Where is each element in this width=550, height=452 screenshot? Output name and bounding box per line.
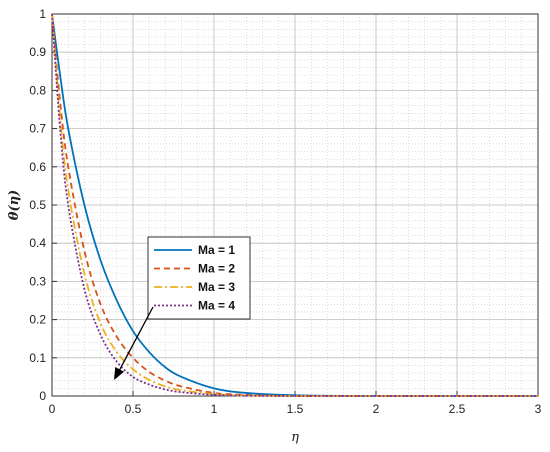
legend-label: Ma = 4 <box>198 299 235 313</box>
y-tick-label: 1 <box>39 7 46 21</box>
y-tick-label: 0.6 <box>29 160 46 174</box>
major-grid <box>51 13 539 397</box>
x-tick-label: 2 <box>373 402 380 416</box>
trend-arrow <box>114 306 154 380</box>
y-tick-label: 0.3 <box>29 274 46 288</box>
y-tick-label: 0.5 <box>29 198 46 212</box>
series-line <box>51 13 538 397</box>
x-tick-label: 1 <box>211 402 218 416</box>
series-line <box>51 13 538 397</box>
y-tick-label: 0.1 <box>29 351 46 365</box>
y-tick-label: 0.8 <box>29 83 46 97</box>
y-tick-label: 0.4 <box>29 236 46 250</box>
legend: Ma = 1 Ma = 2 Ma = 3 Ma = 4 <box>147 236 251 320</box>
y-tick-label: 0 <box>39 389 46 403</box>
series-layer <box>51 13 538 397</box>
x-tick-label: 0.5 <box>125 402 142 416</box>
y-axis-ticks: 0 0.1 0.2 0.3 0.4 0.5 0.6 0.7 0.8 0.9 1 <box>29 7 57 403</box>
y-tick-label: 0.9 <box>29 45 46 59</box>
legend-label: Ma = 2 <box>198 262 235 276</box>
x-tick-label: 2.5 <box>449 402 466 416</box>
arrow-head <box>114 367 125 380</box>
arrow-shaft <box>118 306 154 372</box>
y-tick-label: 0.7 <box>29 122 46 136</box>
legend-label: Ma = 1 <box>198 243 235 257</box>
x-axis-label: η <box>291 430 299 445</box>
y-axis-label: θ(η) <box>7 190 22 220</box>
x-tick-label: 3 <box>535 402 542 416</box>
x-tick-label: 0 <box>49 402 56 416</box>
x-tick-label: 1.5 <box>287 402 304 416</box>
legend-label: Ma = 3 <box>198 280 235 294</box>
series-line <box>51 13 538 397</box>
y-tick-label: 0.2 <box>29 313 46 327</box>
